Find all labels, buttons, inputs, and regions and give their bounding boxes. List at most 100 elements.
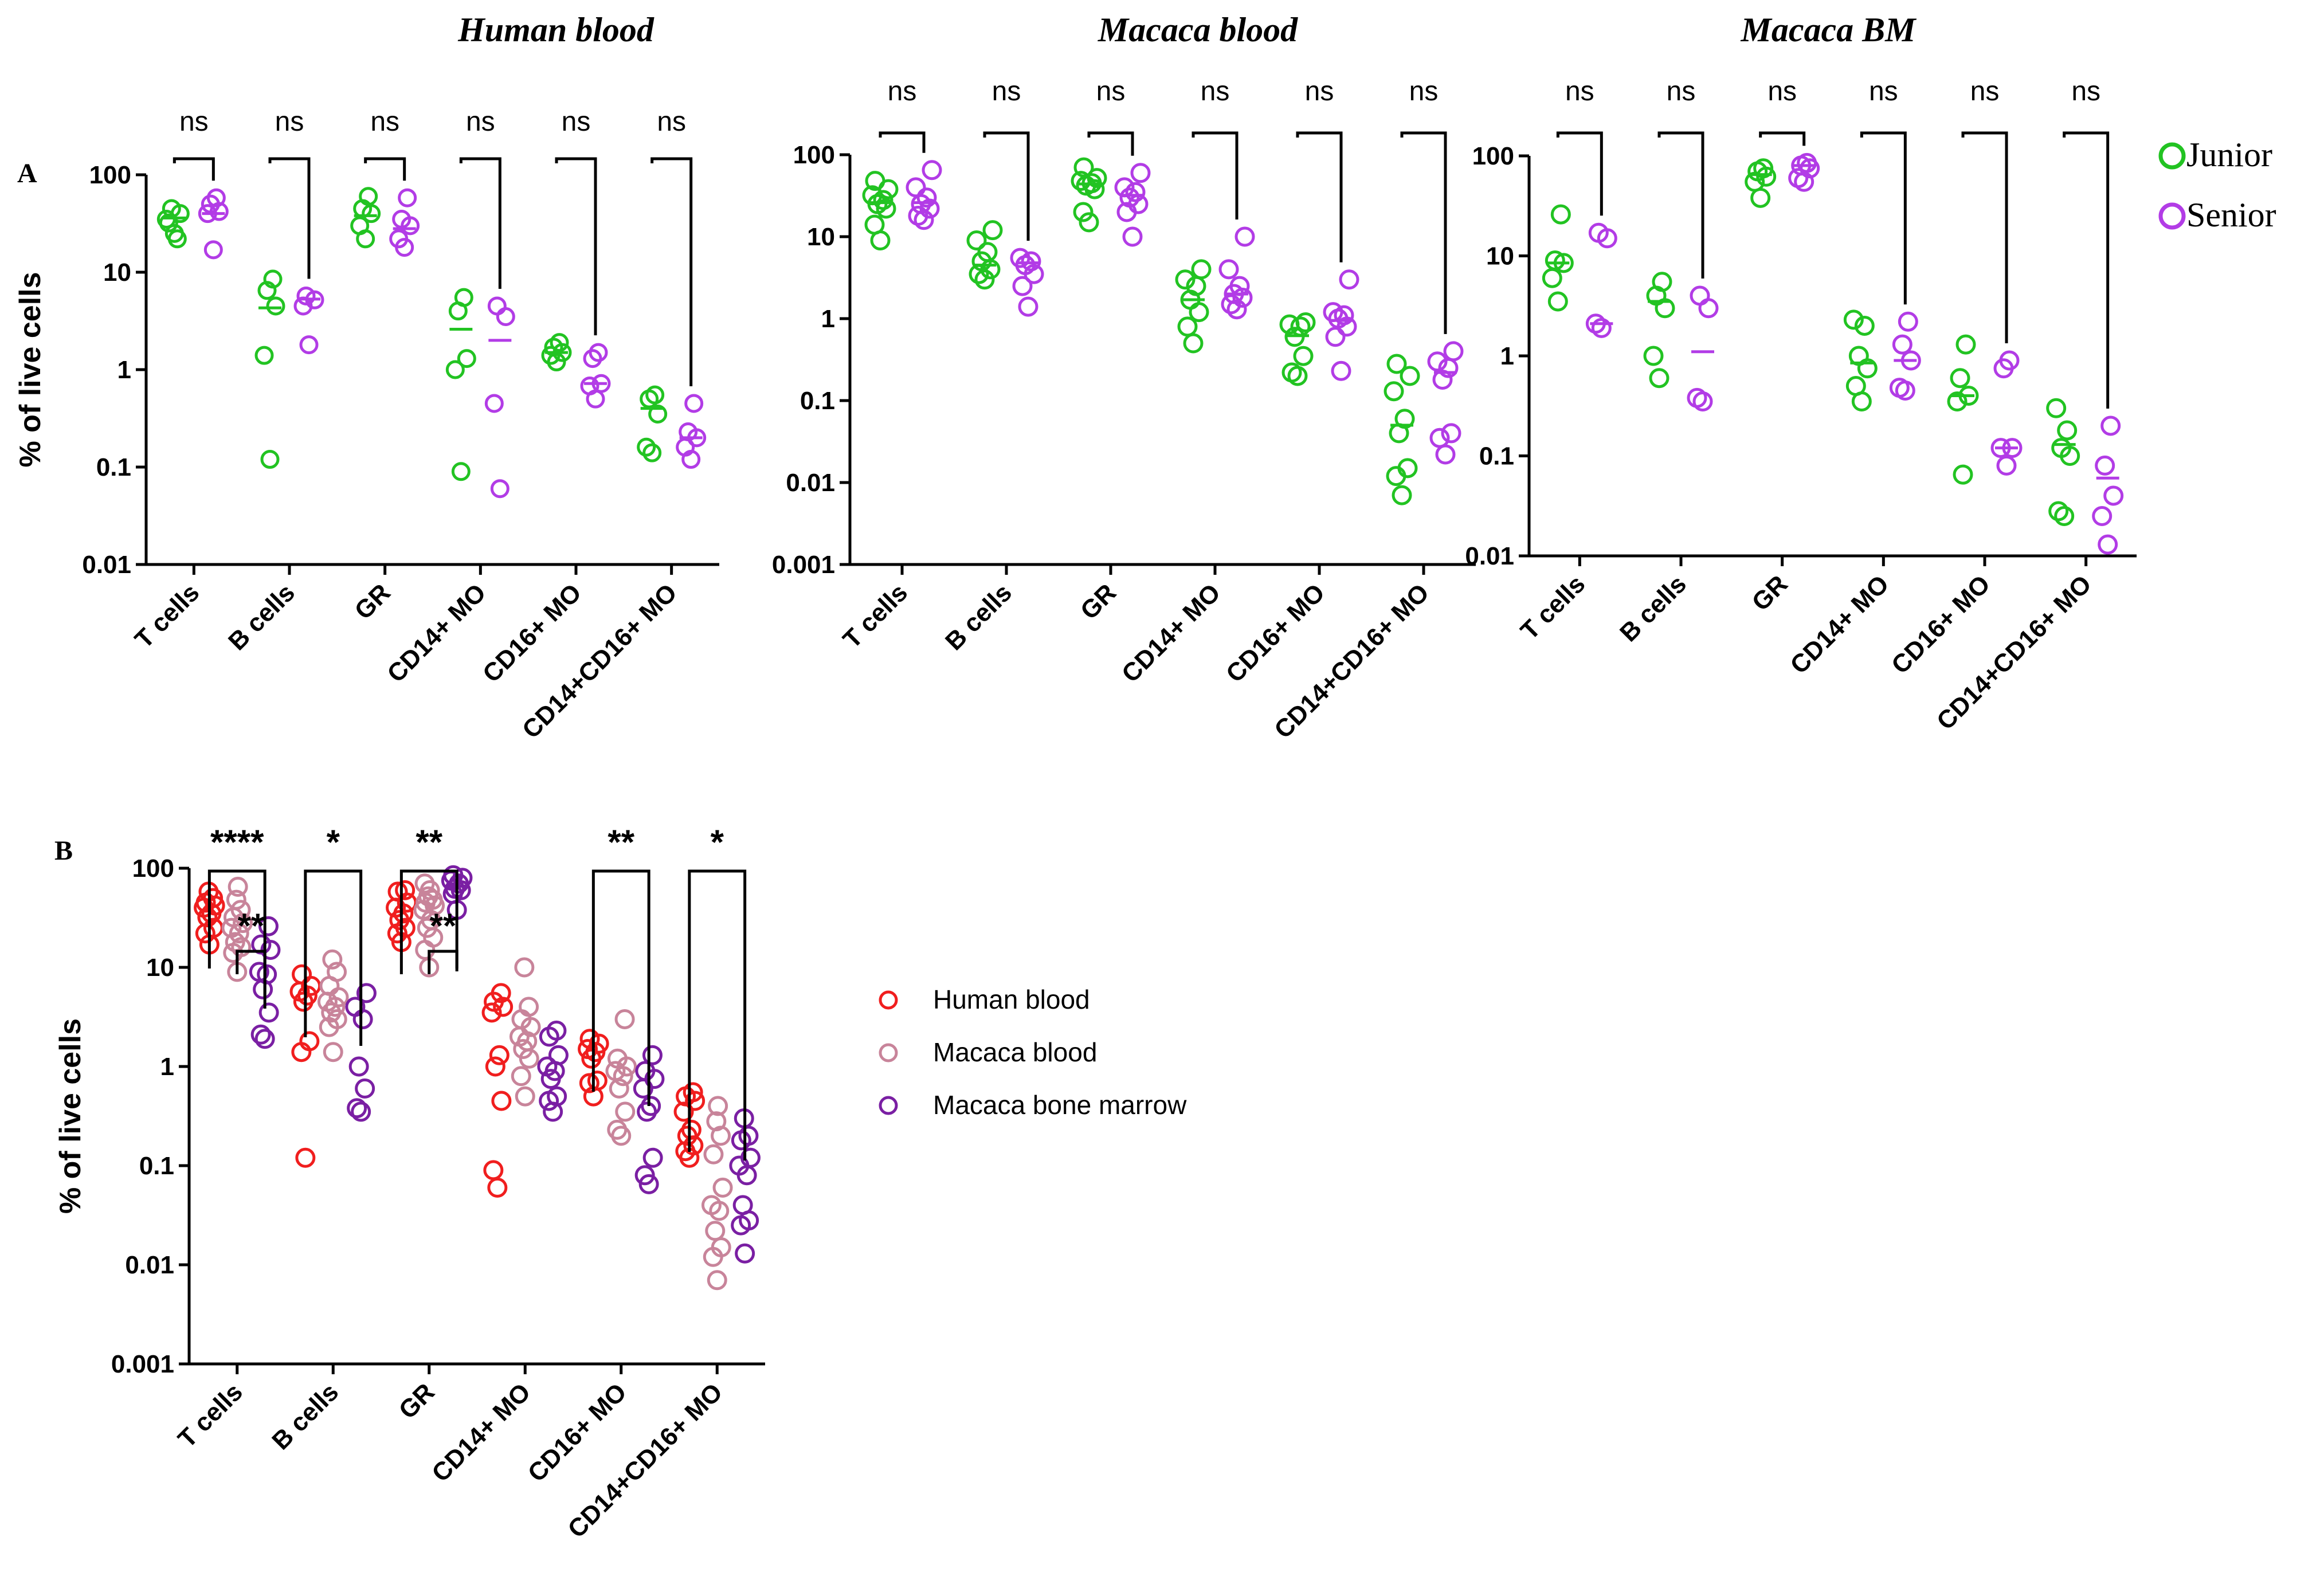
y-tick-label: 100 [793,141,835,169]
data-point-senior [1588,222,1609,243]
significance-label: ns [466,107,495,137]
data-point-macaca-blood [327,962,347,982]
significance-label: ns [562,107,591,137]
y-tick-label: 0.01 [82,551,131,579]
data-point-senior [1130,163,1151,183]
data-point-human-blood [387,881,408,902]
legend-label: Macaca blood [933,1037,1097,1067]
y-tick-label: 0.001 [111,1350,174,1378]
data-point-senior [299,335,319,355]
data-point-senior [684,394,704,413]
data-point-senior [2092,506,2113,527]
data-point-macaca-bone-marrow [254,1029,275,1049]
data-point-junior [1542,268,1562,288]
data-point-human-blood [489,1045,510,1065]
legend-a: Junior Senior [2158,136,2276,234]
data-point-macaca-bone-marrow [348,1056,369,1077]
data-point-macaca-blood [708,1096,728,1116]
data-point-senior [1334,305,1354,326]
data-point-macaca-blood [323,1042,343,1062]
data-point-junior [1073,157,1094,178]
data-point-junior [1392,485,1412,505]
data-point-senior [1234,226,1255,247]
data-point-macaca-bone-marrow [258,1002,279,1023]
data-point-macaca-bone-marrow [251,934,272,955]
data-point-macaca-bone-marrow [641,1096,661,1116]
significance-label: ns [1768,76,1797,107]
data-point-human-blood [579,1029,600,1049]
significance-bracket [1657,131,1704,279]
data-point-human-blood [491,1091,512,1111]
data-point-junior [1652,272,1672,292]
y-tick-label: 0.001 [772,551,835,579]
significance-label: ns [1201,76,1230,107]
data-point-senior [2103,485,2124,506]
data-point-macaca-blood [519,997,539,1017]
x-tick-label: GR [1746,570,1793,616]
data-point-junior [1843,309,1864,330]
data-point-macaca-bone-marrow [351,1101,371,1122]
y-tick-label: 0.01 [125,1251,174,1279]
significance-label: ns [1409,76,1439,107]
data-point-macaca-blood [228,876,248,897]
data-point-human-blood [292,964,312,985]
legend-marker [879,1043,898,1062]
data-point-senior [1429,428,1450,448]
significance-bracket [688,869,747,1160]
data-point-macaca-bone-marrow [546,1020,567,1041]
significance-label: ns [1667,76,1696,107]
data-point-macaca-blood [605,1061,626,1081]
y-tick-label: 10 [1486,242,1514,270]
data-point-junior [1753,158,1774,179]
data-point-senior [496,307,515,327]
y-tick-label: 100 [1472,142,1514,170]
data-point-junior [1087,168,1107,189]
y-tick-label: 100 [132,854,174,883]
data-point-macaca-blood [701,1195,722,1215]
x-tick-label: B cells [940,578,1017,656]
data-point-macaca-blood [706,1111,727,1132]
data-point-junior [2046,398,2067,418]
data-point-macaca-bone-marrow [547,1086,567,1107]
data-point-senior [1218,259,1239,280]
data-point-senior [2098,534,2118,555]
legend-b: Human blood Macaca blood Macaca bone marro… [879,985,1187,1120]
significance-bracket [236,950,267,1009]
data-point-senior [916,187,937,208]
x-tick-label: T cells [130,578,205,653]
data-point-junior [1848,346,1869,366]
data-point-junior [1386,354,1407,374]
data-point-macaca-bone-marrow [638,1174,659,1194]
data-point-junior [1281,362,1302,383]
data-point-senior [1119,187,1140,208]
legend-label: Human blood [933,985,1090,1014]
significance-label: ** [608,823,634,861]
data-point-senior [1021,251,1041,272]
data-point-junior [254,346,274,365]
data-point-macaca-bone-marrow [355,1078,375,1099]
data-point-junior [865,171,885,191]
chart-title: Macaca blood [1098,11,1298,49]
x-tick-label: B cells [223,578,300,656]
data-point-senior [487,296,507,316]
significance-bracket [364,157,406,181]
y-axis-label: % of live cells [54,1018,87,1214]
data-point-human-blood [673,1101,694,1122]
significance-label: ** [430,907,457,945]
data-point-junior [1295,312,1316,333]
data-point-macaca-blood [515,1086,535,1107]
data-point-junior [1750,187,1771,208]
data-point-human-blood [578,1039,598,1060]
y-tick-label: 100 [89,161,131,189]
data-point-senior [1441,423,1461,444]
data-point-junior [982,220,1003,241]
significance-bracket [173,157,215,181]
data-point-junior [1293,346,1314,366]
data-point-junior [550,333,569,352]
data-point-macaca-bone-marrow [258,916,279,936]
data-point-junior [1955,334,1976,355]
data-point-junior [1854,315,1875,336]
data-point-senior [1889,378,1910,398]
